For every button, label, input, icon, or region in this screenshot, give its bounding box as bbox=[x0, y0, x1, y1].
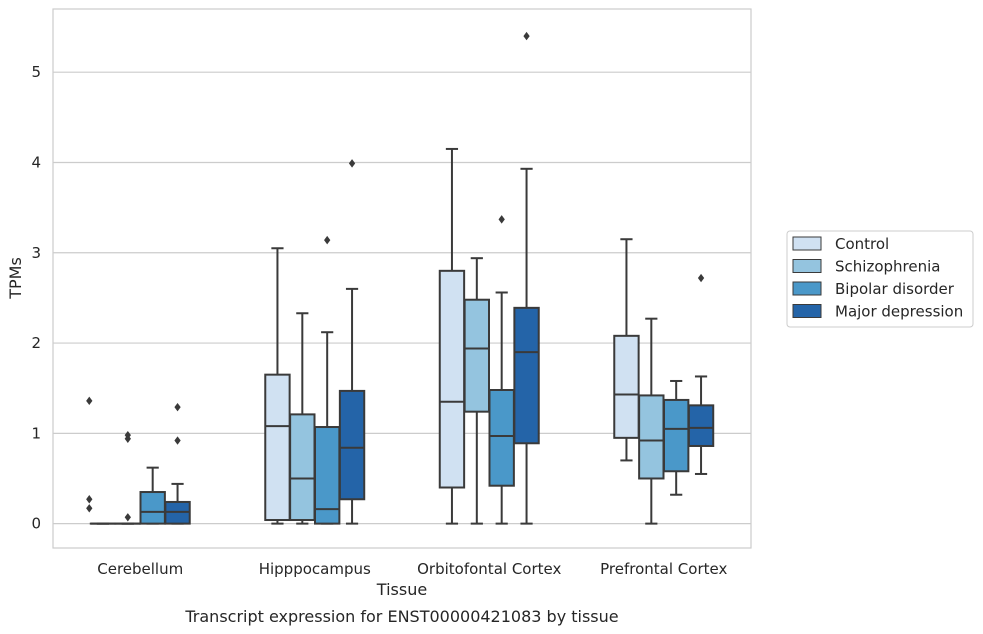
x-tick-label: Cerebellum bbox=[97, 560, 183, 578]
box-schizophrenia bbox=[289, 312, 316, 525]
box-iqr bbox=[638, 394, 665, 480]
legend-label: Schizophrenia bbox=[835, 258, 940, 276]
legend-items: Control Schizophrenia Bipolar disorder Majo… bbox=[792, 235, 963, 321]
y-tick-label: 2 bbox=[31, 334, 41, 352]
y-tick-label: 0 bbox=[31, 515, 41, 533]
outlier-point bbox=[124, 513, 131, 522]
box-major-depression bbox=[513, 31, 540, 525]
box-iqr bbox=[438, 269, 466, 489]
legend-swatch bbox=[792, 259, 822, 273]
box-iqr bbox=[463, 298, 491, 413]
legend-swatch bbox=[792, 304, 822, 318]
box-control bbox=[438, 147, 466, 525]
box-iqr bbox=[313, 426, 341, 525]
box-iqr bbox=[289, 413, 316, 522]
box-iqr bbox=[513, 306, 540, 445]
outlier-point bbox=[523, 31, 530, 41]
chart-caption: Transcript expression for ENST0000042108… bbox=[184, 607, 618, 626]
x-tick-labels: Cerebellum Hipppocampus Orbitofontal Corte… bbox=[97, 560, 727, 578]
outlier-point bbox=[124, 434, 131, 443]
legend-label: Major depression bbox=[835, 303, 963, 321]
x-axis-label: Tissue bbox=[376, 580, 427, 599]
outlier-point bbox=[348, 159, 356, 168]
x-tick-label: Orbitofontal Cortex bbox=[417, 560, 561, 578]
box-major-depression bbox=[687, 273, 715, 475]
y-tick-label: 1 bbox=[31, 424, 41, 442]
outlier-point bbox=[697, 273, 705, 283]
box-major-depression bbox=[164, 402, 191, 525]
box-groups bbox=[86, 31, 715, 525]
box-iqr bbox=[662, 398, 690, 473]
y-axis-label: TPMs bbox=[6, 257, 25, 300]
outlier-point bbox=[324, 235, 331, 245]
x-tick-label: Hipppocampus bbox=[259, 560, 371, 578]
box-iqr bbox=[613, 334, 640, 439]
box-schizophrenia bbox=[463, 257, 491, 525]
box-iqr bbox=[687, 404, 715, 447]
legend-frame bbox=[786, 230, 974, 328]
outlier-point bbox=[86, 396, 93, 406]
box-iqr bbox=[139, 491, 166, 525]
outlier-point bbox=[174, 436, 181, 445]
box-iqr bbox=[338, 389, 366, 501]
legend-label: Bipolar disorder bbox=[835, 280, 955, 298]
legend-swatch bbox=[792, 236, 822, 251]
box-bipolar-disorder bbox=[313, 235, 341, 525]
legend-label: Control bbox=[835, 235, 889, 253]
outlier-point bbox=[86, 504, 93, 513]
box-iqr bbox=[488, 389, 515, 487]
y-tick-label: 3 bbox=[31, 244, 41, 262]
x-tick-label: Prefrontal Cortex bbox=[600, 560, 727, 578]
outlier-point bbox=[174, 402, 181, 412]
y-tick-labels: 0 1 2 3 4 5 bbox=[31, 63, 41, 532]
legend: Control Schizophrenia Bipolar disorder Majo… bbox=[786, 230, 974, 328]
box-bipolar-disorder bbox=[139, 466, 166, 525]
y-tick-label: 5 bbox=[31, 63, 41, 81]
outlier-point bbox=[498, 215, 505, 224]
y-tick-label: 4 bbox=[31, 153, 41, 171]
box-control bbox=[264, 247, 291, 525]
box-control bbox=[613, 238, 640, 462]
plot-area bbox=[52, 8, 752, 549]
box-major-depression bbox=[338, 159, 366, 525]
box-bipolar-disorder bbox=[488, 215, 515, 525]
outlier-point bbox=[86, 495, 93, 504]
box-iqr bbox=[264, 373, 291, 522]
legend-swatch bbox=[792, 281, 822, 296]
